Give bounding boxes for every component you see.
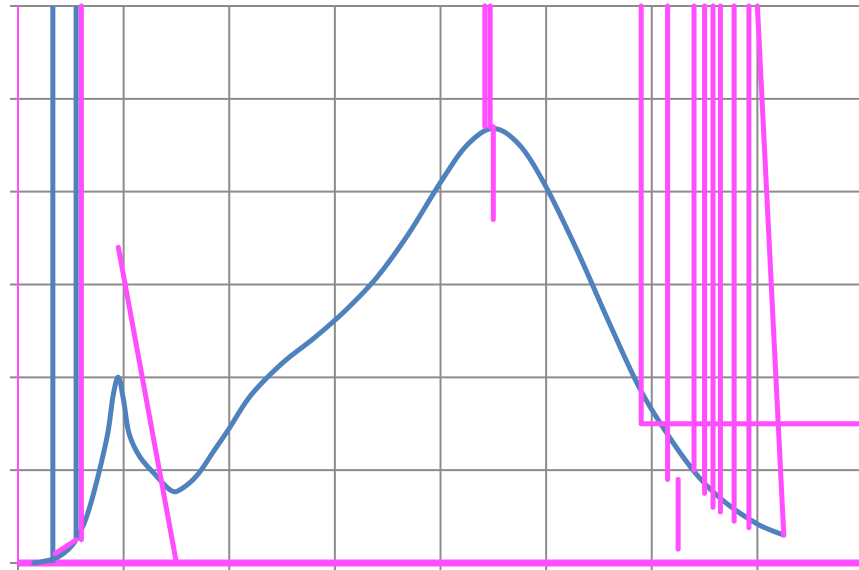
series-2-segment-1 xyxy=(52,537,79,557)
chart-series xyxy=(17,3,859,567)
series-1-line xyxy=(31,126,787,566)
series-2-segment-3 xyxy=(115,244,179,566)
series-2-segment-18 xyxy=(754,3,787,538)
